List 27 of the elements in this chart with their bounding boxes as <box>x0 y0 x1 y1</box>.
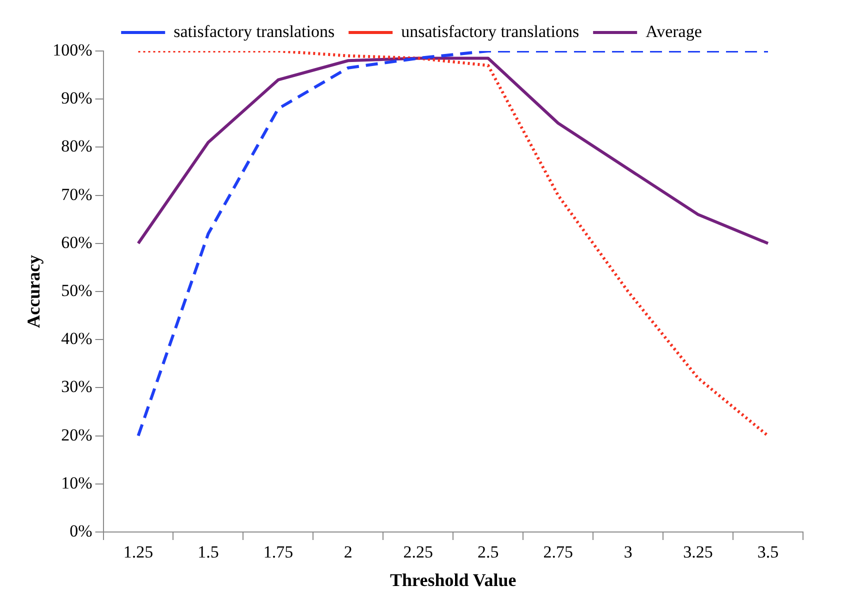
x-tick-label: 1.75 <box>263 542 294 562</box>
x-tick-label: 2.25 <box>403 542 434 562</box>
line-series <box>136 51 770 438</box>
legend-label: satisfactory translations <box>174 22 335 41</box>
x-tick-label: 1.5 <box>198 542 219 562</box>
y-tick-label: 20% <box>61 425 92 444</box>
y-tick-label: 90% <box>61 88 92 108</box>
y-tick-label: 40% <box>61 329 92 348</box>
y-tick-label: 10% <box>61 473 92 492</box>
y-axis-title: Accuracy <box>23 255 44 328</box>
y-tick-label: 60% <box>61 232 92 252</box>
x-tick-label: 3.25 <box>683 542 713 562</box>
legend-label: unsatisfactory translations <box>401 22 580 41</box>
x-tick-label: 2.5 <box>477 542 499 562</box>
y-tick-label: 30% <box>61 377 92 396</box>
x-tick-label: 3.5 <box>757 542 779 562</box>
x-tick-label: 2.75 <box>543 542 573 562</box>
y-tick-label: 100% <box>52 40 92 60</box>
y-tick-label: 0% <box>70 521 92 540</box>
x-tick-label: 2 <box>344 542 352 562</box>
x-axis-title: Threshold Value <box>390 570 516 590</box>
y-tick-label: 50% <box>61 280 92 300</box>
y-tick-label: 80% <box>61 136 92 156</box>
x-tick-label: 3 <box>624 542 632 562</box>
x-tick-label: 1.25 <box>123 542 154 562</box>
legend-label: Average <box>646 22 702 41</box>
y-tick-label: 70% <box>61 184 92 204</box>
